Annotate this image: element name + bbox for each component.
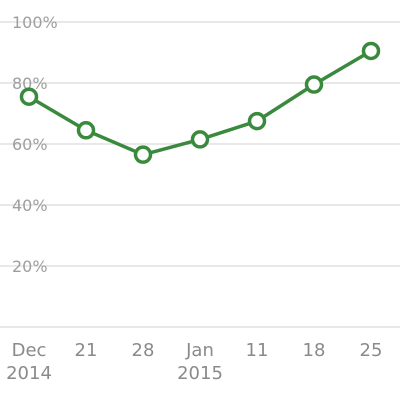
y-axis: 20% 40% 60% 80% 100% [12,13,58,276]
y-tick-label: 80% [12,74,48,93]
x-tick-label-line: 11 [246,340,269,361]
y-tick-label: 20% [12,257,48,276]
x-tick-label-line: 2014 [6,363,52,384]
data-point[interactable] [247,111,267,131]
x-tick-label-line: Dec [12,340,47,361]
x-tick-label-line: 18 [303,340,326,361]
data-point[interactable] [76,121,96,140]
x-tick-label: 21 [75,340,98,361]
data-point[interactable] [190,130,210,149]
x-tick-label: 28 [132,340,155,361]
x-tick-label: 18 [303,340,326,361]
y-tick-label: 60% [12,135,48,154]
x-tick-label-line: 25 [360,340,383,361]
x-tick-label-line: Jan [185,340,214,361]
y-tick-label: 100% [12,13,58,32]
series [19,41,381,164]
data-point[interactable] [19,87,39,106]
x-axis: Dec 2014 21 28 Jan 2015 11 18 25 [6,340,382,384]
data-point[interactable] [304,75,324,94]
x-tick-label-line: 28 [132,340,155,361]
y-tick-label: 40% [12,196,48,215]
x-tick-label-line: 2015 [177,363,223,384]
x-tick-label: Jan 2015 [177,340,223,384]
x-tick-label: 11 [246,340,269,361]
data-point[interactable] [361,41,381,61]
x-tick-label: 25 [360,340,383,361]
x-tick-label: Dec 2014 [6,340,52,384]
data-point[interactable] [133,145,153,164]
x-tick-label-line: 21 [75,340,98,361]
grid [0,21,400,328]
